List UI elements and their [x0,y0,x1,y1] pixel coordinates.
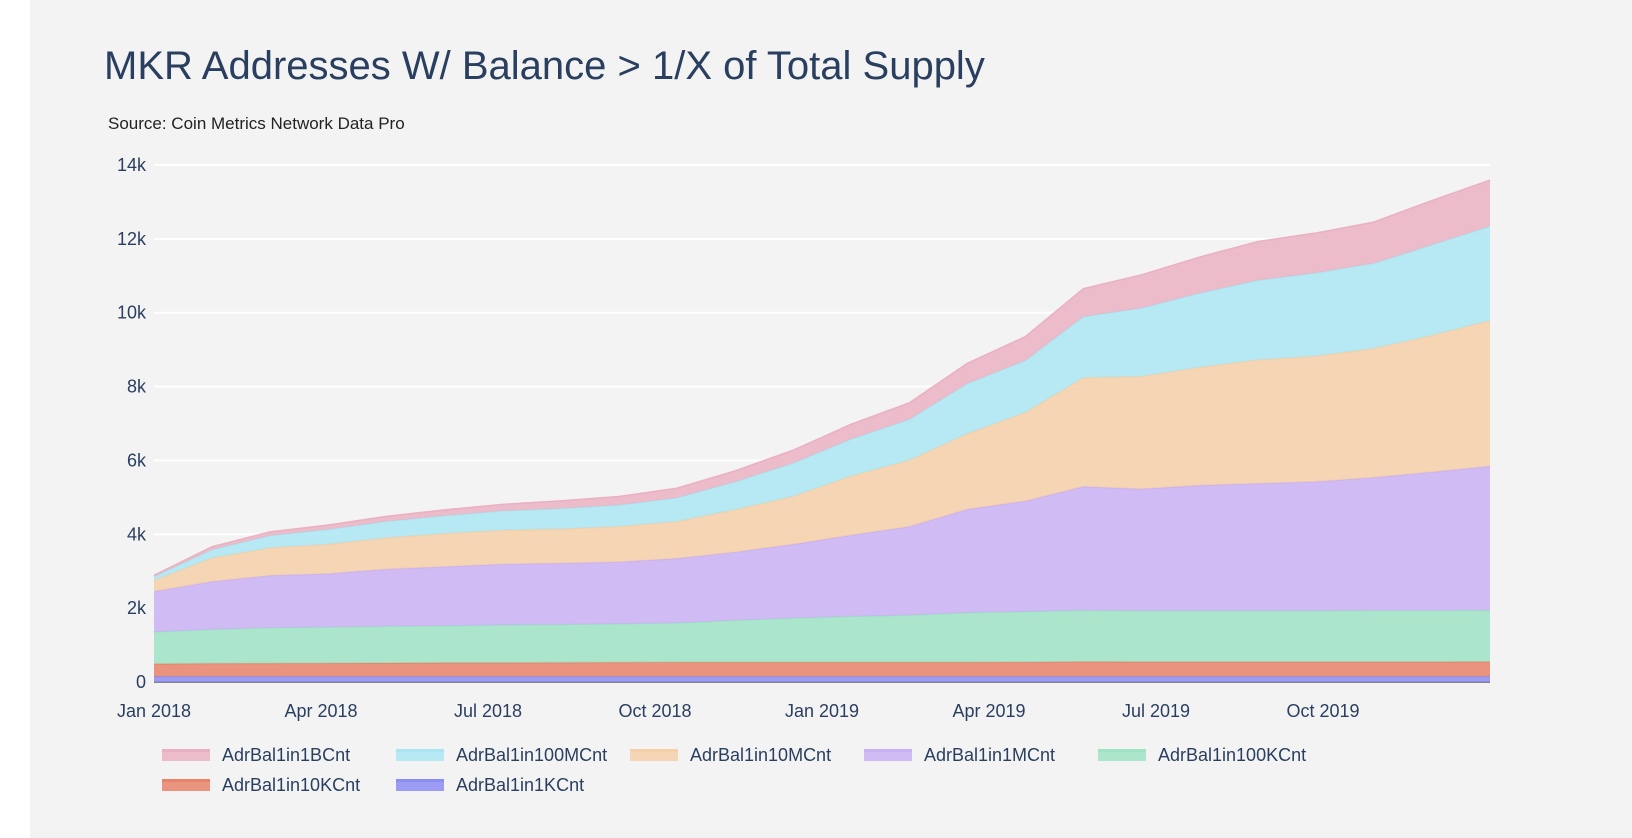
legend-label: AdrBal1in10KCnt [222,774,361,795]
y-tick-label: 8k [127,377,147,397]
legend-label: AdrBal1in1MCnt [924,744,1056,765]
x-tick-label: Oct 2019 [1286,701,1359,721]
legend-swatch [396,779,444,791]
x-tick-label: Oct 2018 [618,701,691,721]
x-tick-label: Jan 2019 [785,701,859,721]
y-tick-label: 0 [136,672,146,692]
area-AdrBal1in1KCnt [154,676,1490,682]
legend-label: AdrBal1in1BCnt [222,744,351,765]
y-tick-label: 2k [127,598,147,618]
legend-label: AdrBal1in10MCnt [690,744,832,765]
legend-item[interactable]: AdrBal1in1KCnt [396,775,584,795]
x-tick-label: Jul 2018 [454,701,522,721]
y-tick-label: 6k [127,450,147,470]
legend-swatch [1098,749,1146,761]
legend-label: AdrBal1in100KCnt [1158,744,1307,765]
area-AdrBal1in1BCnt [154,180,1490,577]
y-tick-label: 14k [117,155,147,175]
y-tick-label: 10k [117,303,147,323]
area-AdrBal1in1MCnt [154,466,1490,633]
legend-item[interactable]: AdrBal1in1BCnt [162,745,350,765]
chart-title: MKR Addresses W/ Balance > 1/X of Total … [104,44,985,88]
x-tick-label: Apr 2018 [284,701,357,721]
legend-swatch [396,749,444,761]
area-AdrBal1in100MCnt [154,226,1490,581]
y-tick-label: 12k [117,229,147,249]
y-tick-label: 4k [127,524,147,544]
legend-item[interactable]: AdrBal1in100MCnt [396,745,607,765]
x-tick-label: Jan 2018 [117,701,191,721]
x-tick-label: Jul 2019 [1122,701,1190,721]
legend-item[interactable]: AdrBal1in10MCnt [630,745,831,765]
legend-swatch [864,749,912,761]
legend-item[interactable]: AdrBal1in100KCnt [1098,745,1306,765]
line-AdrBal1in1BCnt [153,179,1491,577]
legend-swatch [162,779,210,791]
area-AdrBal1in100KCnt [154,610,1490,664]
legend-item[interactable]: AdrBal1in1MCnt [864,745,1055,765]
legend-item[interactable]: AdrBal1in10KCnt [162,775,360,795]
legend-label: AdrBal1in100MCnt [456,744,608,765]
chart-subtitle: Source: Coin Metrics Network Data Pro [108,114,405,133]
legend-swatch [630,749,678,761]
area-AdrBal1in10KCnt [154,661,1490,677]
legend-swatch [162,749,210,761]
x-tick-label: Apr 2019 [952,701,1025,721]
area-AdrBal1in10MCnt [154,320,1490,592]
legend-label: AdrBal1in1KCnt [456,774,585,795]
